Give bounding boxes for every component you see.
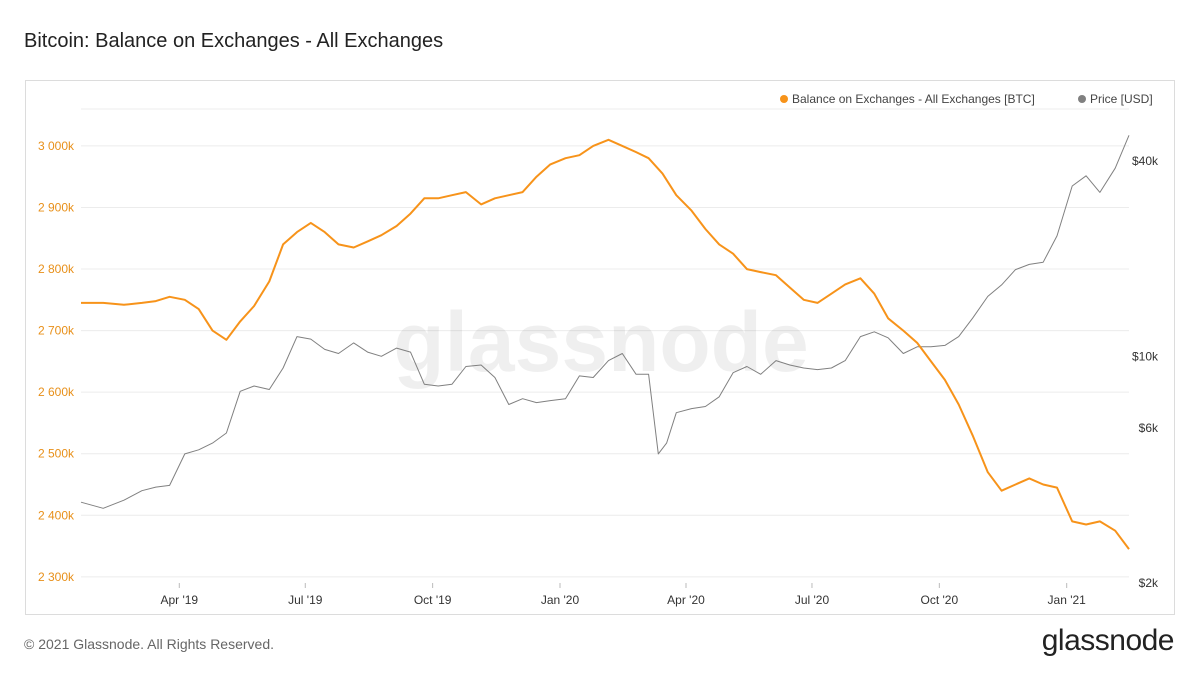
x-axis: Apr '19 Jul '19 Oct '19 Jan '20 Apr '20 Jul '… [160,583,1086,607]
glassnode-logo: glassnode [1041,624,1175,657]
legend-marker-balance [780,95,788,103]
chart-svg: glassnode 2 300k 2 400k 2 500k 2 600k 2 700k… [38,92,1159,607]
watermark-text: glassnode [393,295,808,389]
chart-title: Bitcoin: Balance on Exchanges - All Exch… [24,30,444,52]
y-left-tick-label: 2 700k [38,324,75,338]
legend-marker-price [1078,95,1086,103]
y-left-tick-label: 2 800k [38,262,75,276]
x-tick-label: Jan '21 [1048,593,1087,607]
price-series-line [80,135,1130,509]
series-lines [80,135,1130,550]
x-tick-label: Apr '19 [160,593,198,607]
y-left-tick-label: 2 600k [38,385,75,399]
y-left-tick-label: 3 000k [38,139,75,153]
y-left-tick-label: 2 500k [38,447,75,461]
gridlines [81,108,1129,578]
copyright-text: © 2021 Glassnode. All Rights Reserved. [24,636,275,652]
legend: Balance on Exchanges - All Exchanges [BT… [780,92,1153,106]
y-right-tick-label: $2k [1139,576,1159,590]
x-tick-label: Apr '20 [667,593,705,607]
y-axis-right: $2k $6k $10k $40k [1132,154,1159,590]
x-tick-label: Oct '20 [921,593,959,607]
y-right-tick-label: $6k [1139,421,1159,435]
x-tick-label: Jul '20 [795,593,830,607]
y-left-tick-label: 2 900k [38,200,75,214]
y-left-tick-label: 2 300k [38,570,75,584]
legend-label-price[interactable]: Price [USD] [1090,92,1153,106]
y-left-tick-label: 2 400k [38,508,75,522]
y-right-tick-label: $40k [1132,154,1159,168]
x-tick-label: Oct '19 [414,593,452,607]
legend-label-balance[interactable]: Balance on Exchanges - All Exchanges [BT… [792,92,1035,106]
y-right-tick-label: $10k [1132,349,1159,363]
balance-series-line [81,138,1130,550]
x-tick-label: Jul '19 [288,593,323,607]
x-tick-label: Jan '20 [541,593,580,607]
chart-panel: glassnode 2 300k 2 400k 2 500k 2 600k 2 700k… [25,80,1175,615]
y-axis-left: 2 300k 2 400k 2 500k 2 600k 2 700k 2 800k 2 90… [38,139,75,584]
